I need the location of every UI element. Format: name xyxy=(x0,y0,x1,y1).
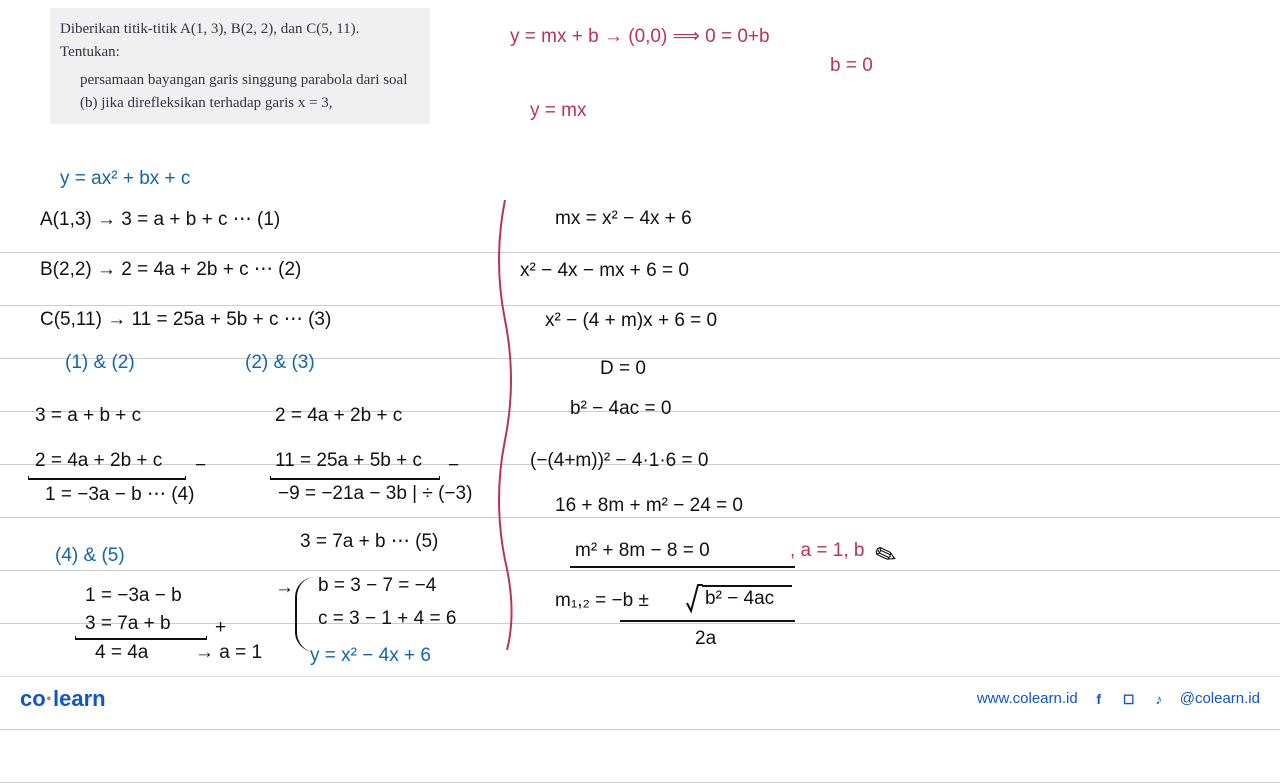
a-equals-1: → a = 1 xyxy=(195,642,262,664)
discriminant-zero: D = 0 xyxy=(600,358,646,380)
brace-2 xyxy=(270,476,440,480)
brace-3 xyxy=(75,636,207,640)
elim-eq1: 3 = a + b + c xyxy=(35,405,141,427)
eq5: 3 = 7a + b ⋯ (5) xyxy=(300,530,438,553)
expand-2: 16 + 8m + m² − 24 = 0 xyxy=(555,495,743,517)
c-result: c = 3 − 1 + 4 = 6 xyxy=(318,608,456,630)
footer-bar: co·learn www.colearn.id f ◻ ♪ @colearn.i… xyxy=(0,676,1280,720)
sqrt-symbol xyxy=(685,583,703,615)
elim-result-1: 1 = −3a − b ⋯ (4) xyxy=(45,483,194,506)
underline-quadratic xyxy=(570,566,795,568)
footer-handle[interactable]: @colearn.id xyxy=(1180,690,1260,707)
sqrt-vinculum xyxy=(702,585,792,587)
elim-eq2: 2 = 4a + 2b + c xyxy=(35,450,162,472)
final-parabola: y = x² − 4x + 6 xyxy=(310,645,431,667)
right-eq1: mx = x² − 4x + 6 xyxy=(555,208,692,230)
quadratic-formula-lhs: m₁,₂ = −b ± xyxy=(555,590,649,612)
expand-3: m² + 8m − 8 = 0 xyxy=(575,540,710,562)
elim-eq3: 2 = 4a + 2b + c xyxy=(275,405,402,427)
logo-learn: learn xyxy=(53,686,106,711)
red-divider xyxy=(485,200,525,650)
right-eq3: x² − (4 + m)x + 6 = 0 xyxy=(545,310,717,332)
pair-45: (4) & (5) xyxy=(55,545,125,567)
pair-12: (1) & (2) xyxy=(65,352,135,374)
solve-result: 4 = 4a xyxy=(95,642,148,664)
red-coefs: , a = 1, b xyxy=(790,540,864,562)
instagram-icon[interactable]: ◻ xyxy=(1120,690,1138,708)
problem-line-2: persamaan bayangan garis singgung parabo… xyxy=(60,69,420,114)
arrow-to-results: → xyxy=(275,577,294,599)
red-line-ymxb: y = mx + b → (0,0) ⟹ 0 = 0+b xyxy=(510,25,770,48)
footer-right: www.colearn.id f ◻ ♪ @colearn.id xyxy=(977,690,1260,708)
point-a: A(1,3) → 3 = a + b + c ⋯ (1) xyxy=(40,208,280,231)
red-b-zero: b = 0 xyxy=(830,55,873,77)
b-result: b = 3 − 7 = −4 xyxy=(318,575,436,597)
minus-1: − xyxy=(195,455,206,477)
problem-statement: Diberikan titik-titik A(1, 3), B(2, 2), … xyxy=(50,8,430,124)
pair-23: (2) & (3) xyxy=(245,352,315,374)
point-b: B(2,2) → 2 = 4a + 2b + c ⋯ (2) xyxy=(40,258,301,281)
red-ymx: y = mx xyxy=(530,100,586,122)
right-eq2: x² − 4x − mx + 6 = 0 xyxy=(520,260,689,282)
parabola-general-form: y = ax² + bx + c xyxy=(60,168,190,190)
elim-result-2: −9 = −21a − 3b | ÷ (−3) xyxy=(278,483,472,505)
tiktok-icon[interactable]: ♪ xyxy=(1150,690,1168,708)
sqrt-content: b² − 4ac xyxy=(705,588,774,610)
solve-eq2: 3 = 7a + b xyxy=(85,613,171,635)
fraction-line xyxy=(620,620,795,622)
brace-results xyxy=(295,577,315,652)
point-c: C(5,11) → 11 = 25a + 5b + c ⋯ (3) xyxy=(40,308,331,331)
logo-co: co xyxy=(20,686,46,711)
solve-eq1: 1 = −3a − b xyxy=(85,585,182,607)
elim-eq4: 11 = 25a + 5b + c xyxy=(275,450,422,472)
logo-dot: · xyxy=(46,686,53,711)
brace-1 xyxy=(28,476,186,480)
plus-op: + xyxy=(215,617,226,639)
expand-1: (−(4+m))² − 4·1·6 = 0 xyxy=(530,450,708,472)
minus-2: − xyxy=(448,455,459,477)
facebook-icon[interactable]: f xyxy=(1090,690,1108,708)
footer-url[interactable]: www.colearn.id xyxy=(977,690,1078,707)
quad-denominator: 2a xyxy=(695,628,716,650)
brand-logo: co·learn xyxy=(20,686,106,712)
b2-4ac: b² − 4ac = 0 xyxy=(570,398,671,420)
problem-line-1: Diberikan titik-titik A(1, 3), B(2, 2), … xyxy=(60,18,420,63)
